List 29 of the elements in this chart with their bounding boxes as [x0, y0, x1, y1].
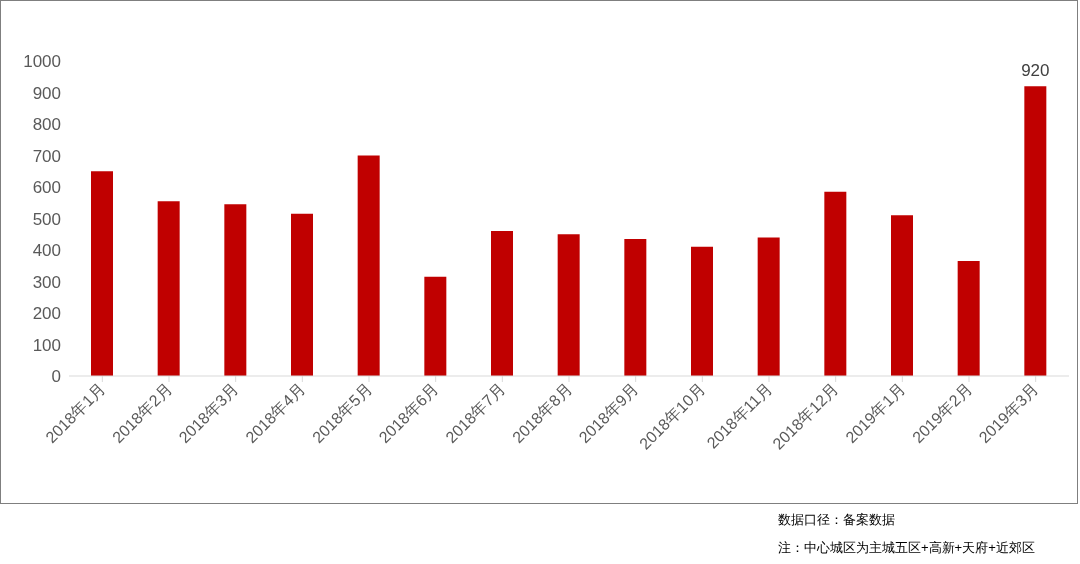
bar: [157, 201, 180, 376]
bar: [557, 234, 580, 376]
y-tick-label: 0: [51, 367, 61, 387]
bar: [957, 261, 980, 376]
bar: [224, 204, 247, 376]
bar: [424, 276, 447, 376]
y-tick-label: 300: [32, 272, 61, 292]
y-tick-label: 200: [32, 304, 61, 324]
y-tick-label: 700: [32, 146, 61, 166]
bar: [891, 215, 913, 376]
text: 数据口径：备案数据: [778, 511, 895, 529]
y-tick-label: 400: [32, 241, 61, 261]
text: 注：中心城区为主城五区+高新+天府+近郊区: [778, 539, 1035, 557]
bar: [624, 238, 647, 376]
y-tick-label: 600: [32, 178, 61, 198]
y-tick-label: 100: [32, 335, 61, 355]
y-tick-label: 1000: [23, 52, 61, 72]
y-tick-label: 800: [32, 115, 61, 135]
bar: [357, 155, 380, 376]
y-tick-label: 500: [32, 209, 61, 229]
bar: [91, 171, 113, 376]
bar: [824, 191, 847, 376]
bar: [757, 237, 780, 376]
data-label: 920: [1021, 61, 1050, 81]
y-tick-label: 900: [32, 83, 61, 103]
bar: [491, 231, 513, 376]
bar: [291, 213, 313, 376]
bar: [691, 246, 713, 376]
bar: [1024, 86, 1047, 376]
